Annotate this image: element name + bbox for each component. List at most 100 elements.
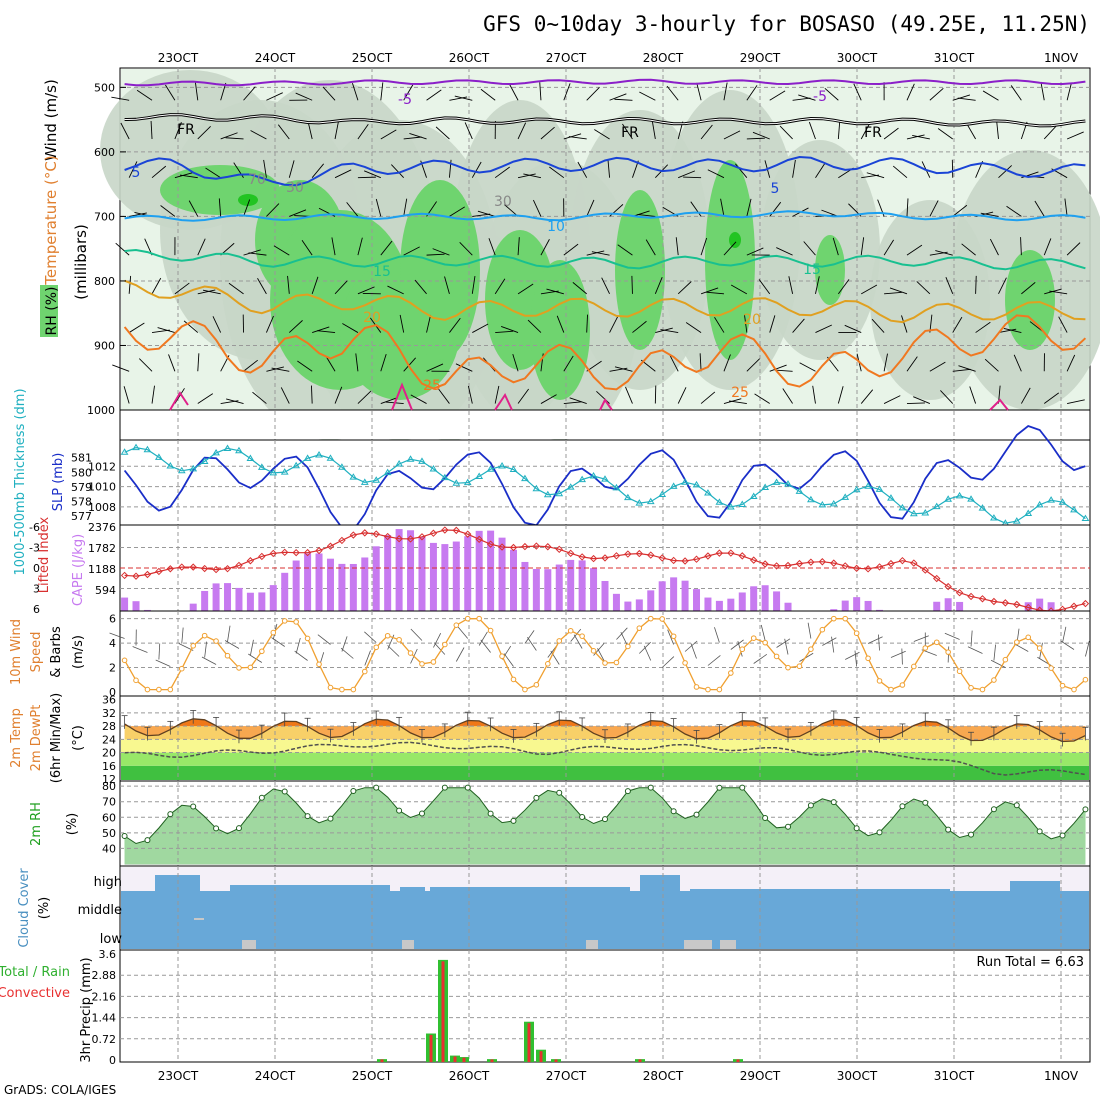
wind-barb — [532, 199, 542, 217]
rh2m-point — [990, 806, 997, 813]
wind-barb — [1003, 327, 1022, 334]
li-point — [635, 549, 644, 558]
cape-bar — [143, 609, 151, 611]
low-cloud-block — [684, 940, 712, 949]
wind-barb — [586, 199, 595, 217]
wind-barb — [746, 358, 760, 372]
rh-label: 70 — [248, 172, 266, 188]
wind-barb — [287, 275, 290, 294]
contour-label: 20 — [743, 312, 761, 328]
rh2m-point — [556, 789, 563, 796]
thickness-point — [646, 497, 655, 505]
cape-panel: -6 -3 0 3 6 2376 1782 1188 594 Lifted Index CAPE … — [29, 516, 1091, 616]
li-point — [486, 540, 495, 548]
wind-barb — [700, 391, 716, 404]
cape-bar — [132, 601, 140, 611]
wind10m-point — [442, 641, 448, 648]
precip-panel-frame — [119, 949, 1091, 1063]
thickness-point — [635, 499, 644, 506]
contour-5 — [124, 155, 1086, 187]
cape-bar — [578, 560, 586, 611]
wind-barb — [788, 276, 794, 294]
temp-tick-20: 20 — [102, 747, 116, 760]
wind10m-point — [293, 619, 299, 625]
contour-label: 5 — [771, 181, 780, 197]
li-point — [292, 548, 300, 557]
wind-barb — [961, 243, 976, 256]
wind-barb — [683, 176, 702, 179]
cape-bar — [853, 597, 861, 611]
thickness-point — [509, 465, 518, 473]
thickness-point — [360, 478, 369, 485]
cape-bar — [956, 601, 964, 611]
wind-barb — [690, 201, 702, 217]
wind-barb — [218, 198, 222, 217]
wind-barb — [289, 209, 307, 217]
wind-barb — [746, 137, 765, 140]
wind-barb — [569, 397, 587, 404]
wind-barb — [699, 353, 702, 372]
wind10m-barb — [776, 638, 791, 648]
wind-barb — [128, 322, 145, 333]
wind10m-point — [899, 682, 906, 688]
wind-barb — [307, 121, 313, 140]
cape-bar — [372, 546, 380, 611]
wind-barb — [609, 93, 627, 101]
li-point — [361, 529, 369, 537]
wind-barb — [815, 324, 833, 333]
wind-barb — [720, 198, 725, 217]
top-date-28OCT: 28OCT — [643, 51, 684, 65]
top-date-27OCT: 27OCT — [546, 51, 587, 65]
cape-bar — [658, 581, 666, 611]
wind-barb — [989, 238, 999, 256]
thickness-point — [120, 448, 129, 455]
bottom-date-29OCT: 29OCT — [740, 1069, 781, 1083]
rh-label: 30 — [286, 180, 304, 196]
cape-bar — [292, 560, 300, 611]
precip-convective-bar — [527, 1023, 531, 1062]
li-point — [761, 560, 769, 568]
wind-barb — [591, 251, 610, 256]
precip-tick-1.44: 1.44 — [92, 1012, 117, 1025]
wind-barb — [540, 126, 555, 140]
wind-barb — [824, 88, 839, 101]
wind-barb — [1006, 205, 1022, 217]
wind-barb — [1043, 125, 1057, 140]
wind-barb — [815, 162, 826, 178]
rh-tick-50: 50 — [102, 827, 116, 840]
contour-label: FR — [621, 125, 639, 141]
wind10m-label-barbs: & Barbs — [49, 626, 64, 678]
rh2m-point — [235, 825, 242, 832]
wind-barb — [774, 369, 793, 372]
thickness-point — [223, 444, 232, 451]
wind-barb — [387, 285, 404, 295]
li-point — [967, 592, 975, 601]
thickness-point — [257, 463, 266, 470]
wind-barb — [128, 161, 138, 178]
li-point — [303, 548, 312, 557]
high-cloud-block — [1010, 881, 1060, 892]
high-cloud-block — [230, 885, 390, 892]
thickness-point — [864, 482, 872, 489]
rh2m-label: 2m RH — [29, 802, 44, 846]
wind10m-point — [1048, 665, 1054, 671]
precip-convective-bar — [441, 961, 445, 1062]
wind-barb — [631, 275, 633, 294]
cape-bar — [681, 580, 689, 611]
wind-barb — [151, 165, 167, 179]
wind-barb — [449, 96, 468, 101]
wind-barb — [115, 242, 130, 256]
wind-barb — [311, 276, 319, 294]
li-point — [155, 567, 163, 576]
thickness-point — [143, 445, 152, 453]
wind10m-point — [510, 676, 517, 683]
rh2m-point — [1013, 802, 1020, 809]
wind-barb — [472, 323, 489, 333]
li-point — [669, 556, 678, 565]
wind10m-barb — [480, 639, 491, 653]
contour-label: 10 — [547, 219, 565, 235]
wind-barb — [228, 282, 244, 295]
wind10m-point — [659, 616, 665, 622]
wind10m-barb — [550, 650, 560, 665]
thickness-point — [372, 476, 381, 483]
